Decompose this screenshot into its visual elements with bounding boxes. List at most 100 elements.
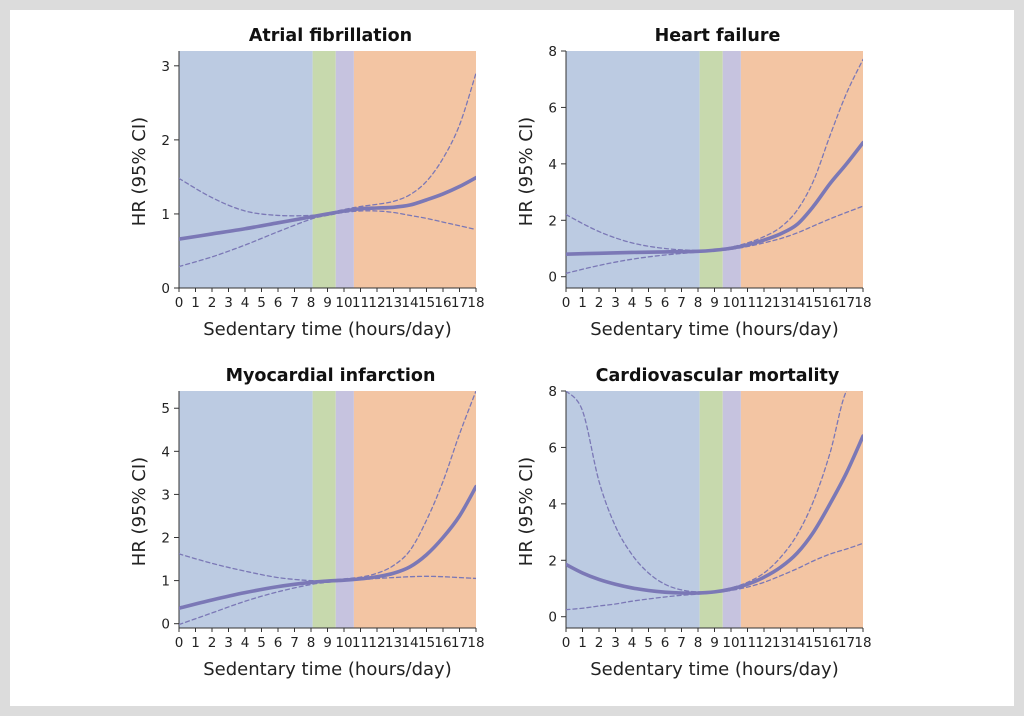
ci-upper-line (566, 58, 863, 252)
zone-band-2 (312, 51, 336, 288)
y-tick-label: 5 (161, 401, 170, 417)
x-tick-label: 12 (368, 295, 385, 311)
y-tick-label: 2 (548, 553, 557, 569)
x-tick-label: 18 (467, 295, 484, 311)
x-tick-label: 7 (677, 635, 686, 651)
x-tick-label: 9 (710, 635, 719, 651)
zone-band-4 (353, 51, 476, 288)
zone-band-2 (699, 391, 723, 628)
x-tick-label: 3 (611, 635, 620, 651)
x-tick-label: 5 (257, 635, 266, 651)
zone-band-1 (566, 51, 700, 288)
x-tick-label: 2 (208, 635, 217, 651)
x-tick-label: 16 (821, 295, 838, 311)
y-tick-label: 8 (548, 44, 557, 60)
x-tick-label: 13 (385, 295, 402, 311)
x-tick-label: 10 (722, 295, 739, 311)
x-tick-label: 14 (788, 295, 805, 311)
y-axis-label: HR (95% CI) (129, 457, 150, 566)
x-tick-label: 1 (578, 635, 587, 651)
x-axis-label: Sedentary time (hours/day) (203, 659, 451, 680)
x-tick-label: 6 (661, 295, 670, 311)
y-tick-label: 2 (161, 531, 170, 547)
x-tick-label: 15 (805, 295, 822, 311)
x-tick-label: 10 (722, 635, 739, 651)
chart-title: Heart failure (655, 26, 781, 46)
x-tick-label: 5 (257, 295, 266, 311)
chart-panel-4: 0 1 2 3 4 5 6 7 8 9 10 11 12 13 14 15 16 17 1802468Cardiov… (516, 366, 872, 680)
chart-title: Myocardial infarction (226, 366, 436, 386)
chart-panel-3: 0 1 2 3 4 5 6 7 8 9 10 11 12 13 14 15 16 17 18012345Myocar… (129, 366, 485, 680)
x-tick-label: 14 (788, 635, 805, 651)
zone-band-3 (335, 391, 354, 628)
x-tick-label: 0 (175, 295, 184, 311)
y-tick-label: 3 (161, 59, 170, 75)
x-tick-label: 17 (451, 295, 468, 311)
x-tick-label: 0 (562, 635, 571, 651)
y-tick-label: 1 (161, 574, 170, 590)
x-tick-label: 1 (578, 295, 587, 311)
y-tick-label: 3 (161, 487, 170, 503)
x-tick-label: 6 (661, 635, 670, 651)
x-tick-label: 12 (368, 635, 385, 651)
x-tick-label: 7 (677, 295, 686, 311)
x-tick-label: 7 (290, 635, 299, 651)
x-tick-label: 3 (224, 295, 233, 311)
x-tick-label: 12 (755, 295, 772, 311)
x-tick-label: 17 (838, 635, 855, 651)
x-tick-label: 2 (208, 295, 217, 311)
ci-lower-line (179, 210, 476, 268)
y-axis-label: HR (95% CI) (516, 457, 537, 566)
chart-title: Cardiovascular mortality (596, 366, 840, 386)
ci-lower-line (179, 575, 476, 626)
x-tick-label: 9 (710, 295, 719, 311)
hazard-ratio-line (566, 434, 863, 595)
x-tick-label: 7 (290, 295, 299, 311)
x-tick-label: 8 (694, 295, 703, 311)
x-tick-label: 3 (611, 295, 620, 311)
x-tick-label: 18 (854, 295, 871, 311)
zone-band-2 (312, 391, 336, 628)
x-tick-label: 9 (323, 295, 332, 311)
x-tick-label: 14 (401, 295, 418, 311)
x-tick-label: 0 (175, 635, 184, 651)
x-tick-label: 9 (323, 635, 332, 651)
y-tick-label: 4 (548, 157, 557, 173)
y-tick-label: 4 (161, 444, 170, 460)
y-tick-label: 1 (161, 207, 170, 223)
x-tick-label: 4 (628, 635, 637, 651)
y-tick-label: 0 (548, 270, 557, 286)
y-axis-label: HR (95% CI) (129, 117, 150, 226)
x-tick-label: 8 (307, 295, 316, 311)
x-tick-label: 1 (191, 635, 200, 651)
x-tick-label: 10 (335, 635, 352, 651)
x-tick-label: 15 (418, 295, 435, 311)
x-tick-label: 6 (274, 635, 283, 651)
y-tick-label: 4 (548, 497, 557, 513)
x-tick-label: 4 (241, 635, 250, 651)
x-axis-label: Sedentary time (hours/day) (203, 319, 451, 340)
x-tick-label: 2 (595, 635, 604, 651)
y-tick-label: 0 (161, 617, 170, 633)
x-tick-label: 10 (335, 295, 352, 311)
y-tick-label: 0 (161, 281, 170, 297)
x-tick-label: 16 (821, 635, 838, 651)
x-tick-label: 8 (307, 635, 316, 651)
x-tick-label: 17 (451, 635, 468, 651)
x-tick-label: 15 (418, 635, 435, 651)
x-tick-label: 2 (595, 295, 604, 311)
x-tick-label: 13 (385, 635, 402, 651)
ci-upper-line (179, 72, 476, 217)
zone-band-1 (179, 391, 313, 628)
y-tick-label: 8 (548, 384, 557, 400)
x-axis-label: Sedentary time (hours/day) (590, 659, 838, 680)
y-axis-label: HR (95% CI) (516, 117, 537, 226)
x-tick-label: 12 (755, 635, 772, 651)
x-tick-label: 4 (628, 295, 637, 311)
x-axis-label: Sedentary time (hours/day) (590, 319, 838, 340)
zone-band-4 (353, 391, 476, 628)
chart-title: Atrial fibrillation (249, 26, 412, 46)
